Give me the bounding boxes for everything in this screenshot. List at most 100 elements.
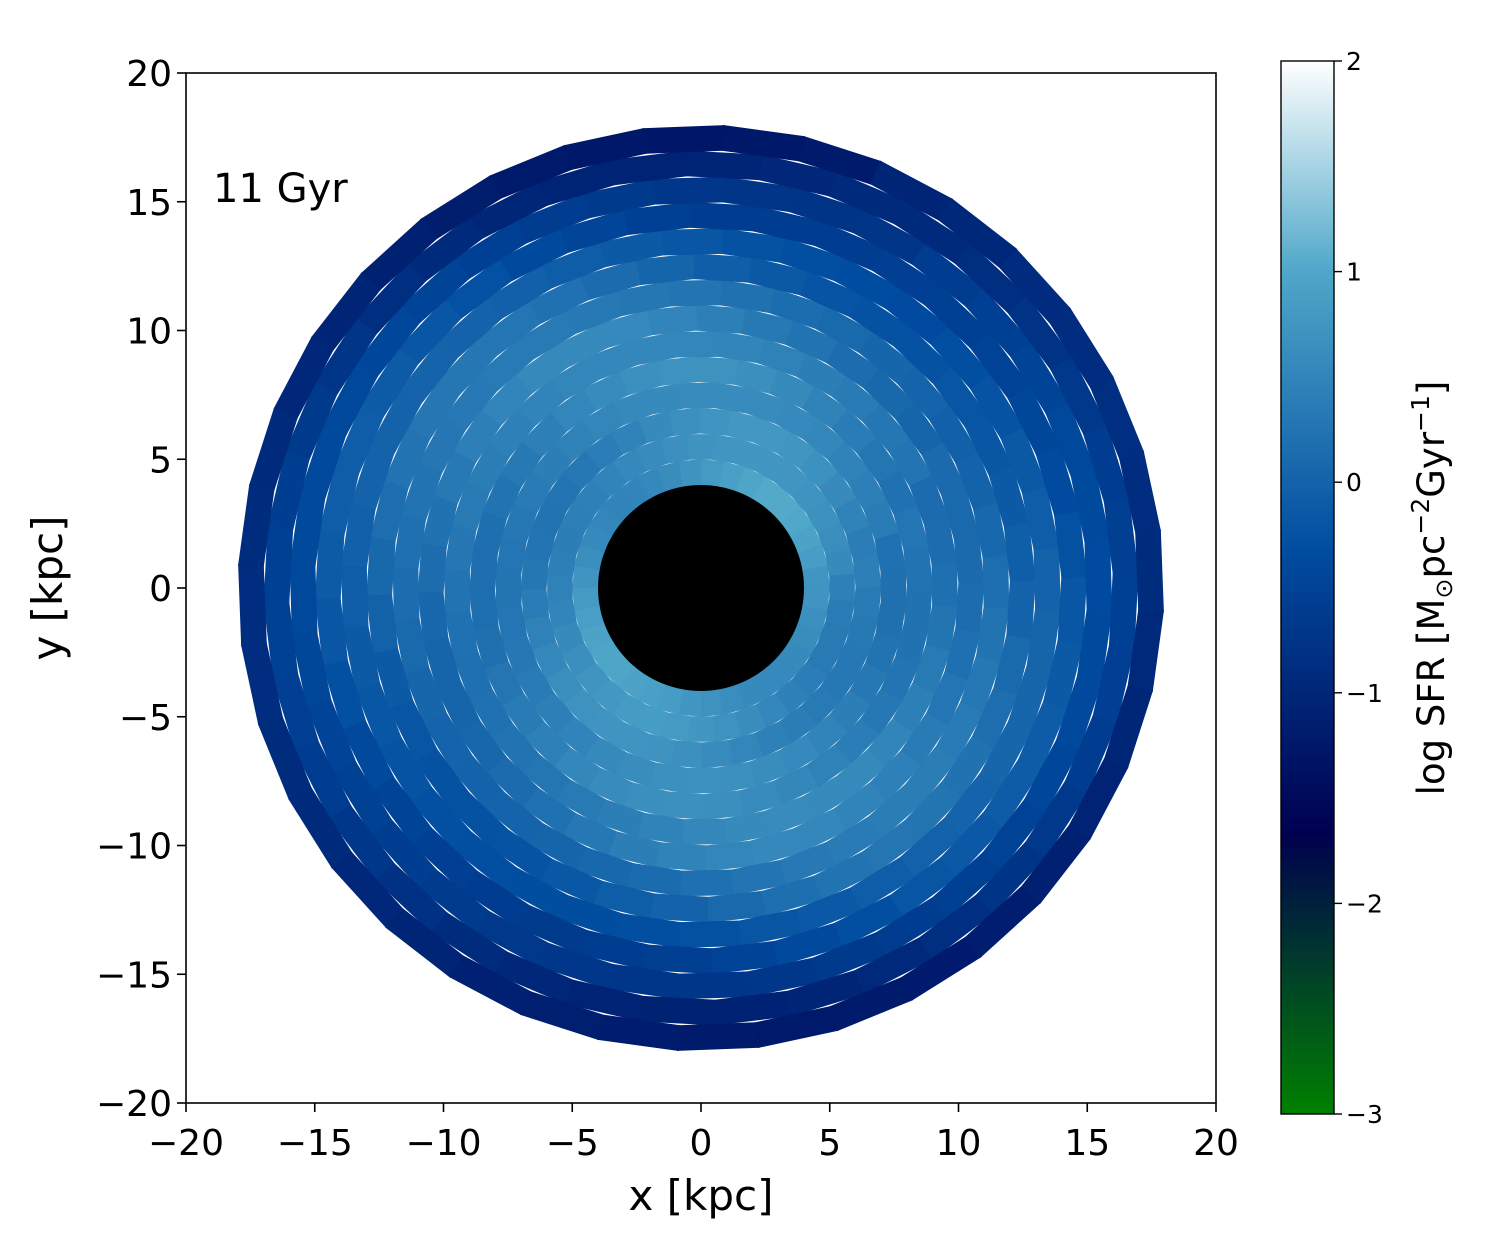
disk-cell <box>1068 757 1129 841</box>
disk-cell <box>805 713 849 756</box>
disk-cell <box>606 963 681 1000</box>
disk-cell <box>971 686 1019 749</box>
disk-cell <box>754 721 793 757</box>
disk-cell <box>563 688 603 728</box>
disk-cell <box>848 293 911 347</box>
disk-cell <box>1006 579 1036 639</box>
disk-cell <box>609 150 688 186</box>
disk-cell <box>611 389 653 426</box>
disk-cell <box>288 787 353 869</box>
colorbar-label: log SFR [M⊙pc−2Gyr−1] <box>1406 381 1458 796</box>
disk-cell <box>754 447 790 483</box>
disk-cell <box>993 633 1033 696</box>
x-tick-label: 10 <box>936 1123 982 1164</box>
disk-cell <box>248 407 298 492</box>
disk-cell <box>299 425 347 501</box>
disk-cell <box>852 555 882 588</box>
colorbar-tick-label: −2 <box>1346 889 1383 918</box>
disk-cell <box>318 465 359 537</box>
disk-cell <box>943 772 1003 837</box>
disk-cell <box>399 257 470 325</box>
disk-cell <box>520 588 550 621</box>
disk-cell <box>697 356 739 385</box>
disk-cell <box>1104 684 1154 769</box>
disk-cell <box>612 693 648 729</box>
disk-cell <box>561 450 601 490</box>
disk-cell <box>775 678 811 715</box>
disk-cell <box>1035 444 1080 516</box>
disk-cell <box>311 272 381 352</box>
disk-cell <box>495 605 528 644</box>
disk-cell <box>350 443 395 511</box>
disk-cell <box>544 472 583 512</box>
disk-cell <box>799 270 862 318</box>
disk-cell <box>849 856 917 911</box>
disk-cell <box>502 636 539 678</box>
disk-cell <box>757 338 807 377</box>
disk-cell <box>644 944 714 975</box>
disk-cell <box>757 154 838 197</box>
disk-cell <box>622 201 692 236</box>
disk-cell <box>790 622 823 653</box>
disk-cell <box>650 893 710 923</box>
disk-cell <box>238 484 275 568</box>
disk-cell <box>556 779 607 824</box>
disk-cell <box>523 527 556 563</box>
disk-cell <box>540 858 603 906</box>
disk-cell <box>880 655 920 702</box>
disk-cell <box>580 623 612 653</box>
disk-cell <box>752 418 791 454</box>
disk-cell <box>923 517 958 565</box>
disk-cell <box>267 451 310 532</box>
disk-cell <box>518 310 577 360</box>
disk-cell <box>834 496 870 535</box>
disk-cell <box>522 787 577 837</box>
disk-cell <box>784 319 839 363</box>
disk-cell <box>877 469 918 516</box>
disk-cell <box>370 819 438 890</box>
colorbar-label-exp1: −2 <box>1406 498 1435 535</box>
x-tick-label: −15 <box>277 1123 353 1164</box>
disk-cell <box>575 847 634 889</box>
disk-cell <box>692 253 752 283</box>
disk-cell <box>421 495 458 549</box>
sfr-disk <box>238 125 1164 1051</box>
disk-cell <box>549 388 597 433</box>
disk-cell <box>515 665 555 709</box>
disk-cell <box>520 991 605 1041</box>
disk-cell <box>791 478 828 514</box>
x-tick-label: 5 <box>818 1123 841 1164</box>
disk-cell <box>370 388 423 456</box>
disk-cell <box>383 427 431 490</box>
disk-cell <box>501 692 546 740</box>
disk-cell <box>501 502 537 544</box>
disk-cell <box>668 407 701 437</box>
disk-cell <box>618 666 650 700</box>
disk-cell <box>1003 521 1036 582</box>
disk-cell <box>903 544 933 586</box>
disk-cell <box>412 827 478 892</box>
disk-cell <box>611 448 647 483</box>
disk-cell <box>835 718 881 764</box>
disk-cell <box>731 859 788 896</box>
disk-cell <box>893 326 953 385</box>
disk-cell <box>1023 739 1081 815</box>
disk-cell <box>322 660 367 732</box>
disk-cell <box>637 410 674 444</box>
disk-cell <box>574 605 605 633</box>
disk-cell <box>624 782 669 817</box>
disk-cell <box>835 639 871 678</box>
disk-cell <box>423 712 473 771</box>
disk-cell <box>1108 571 1139 650</box>
disk-cell <box>734 704 768 738</box>
disk-cell <box>724 810 772 845</box>
disk-cell <box>538 942 614 990</box>
disk-cell <box>533 692 576 736</box>
disk-cell <box>749 750 791 787</box>
disk-cell <box>863 498 900 540</box>
disk-cell <box>929 405 979 464</box>
disk-cell <box>819 664 858 704</box>
disk-cell <box>779 705 819 744</box>
disk-cell <box>764 796 814 836</box>
disk-cell <box>793 808 848 853</box>
